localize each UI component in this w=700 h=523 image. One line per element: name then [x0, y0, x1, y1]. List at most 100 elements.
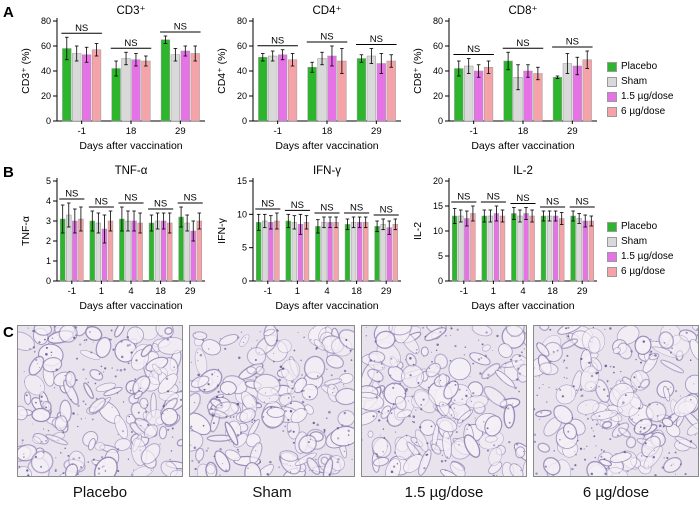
panel-label-b: B	[3, 164, 14, 181]
legend-item-placebo: Placebo	[607, 221, 673, 232]
panel-c: C Placebo Sham 1.5 µg/dose 6 µg/dose	[3, 323, 700, 501]
svg-text:IFN-γ: IFN-γ	[216, 217, 228, 243]
svg-text:IL-2: IL-2	[513, 165, 533, 177]
svg-text:80: 80	[433, 16, 443, 26]
svg-text:Days after vaccination: Days after vaccination	[275, 300, 378, 312]
svg-text:10: 10	[237, 209, 247, 219]
svg-text:NS: NS	[174, 22, 187, 33]
legend-label-placebo: Placebo	[621, 61, 658, 72]
svg-text:NS: NS	[350, 203, 363, 214]
legend-item-6ug: 6 µg/dose	[607, 106, 673, 117]
legend-item-1-5ug: 1.5 µg/dose	[607, 91, 673, 102]
micrograph-caption-1-5ug: 1.5 µg/dose	[404, 484, 484, 501]
svg-text:18: 18	[155, 286, 166, 297]
panel-a-charts: CD3⁺ 0 20 40 60 80 CD3⁺ (%) NS -1 NS 18 NS 29 Days af…	[17, 3, 605, 163]
micrograph-caption-sham: Sham	[252, 484, 292, 501]
svg-text:1: 1	[491, 286, 496, 297]
svg-text:NS: NS	[516, 38, 529, 49]
svg-text:NS: NS	[566, 37, 579, 48]
svg-text:CD3⁺: CD3⁺	[116, 5, 145, 17]
svg-text:3: 3	[46, 216, 51, 226]
svg-text:NS: NS	[546, 197, 559, 208]
micrograph-6ug-image	[533, 325, 699, 477]
legend-label-1-5ug: 1.5 µg/dose	[621, 251, 674, 262]
legend-item-6ug: 6 µg/dose	[607, 266, 673, 277]
legend-swatch-6ug	[607, 266, 617, 277]
svg-text:CD4⁺: CD4⁺	[312, 5, 341, 17]
svg-text:40: 40	[237, 66, 247, 76]
micrograph-1-5ug: 1.5 µg/dose	[361, 325, 527, 501]
svg-text:29: 29	[371, 126, 382, 137]
legend-swatch-1-5ug	[607, 91, 617, 102]
svg-text:NS: NS	[271, 35, 284, 46]
svg-text:NS: NS	[576, 197, 589, 208]
svg-text:Days after vaccination: Days after vaccination	[471, 300, 574, 312]
svg-text:4: 4	[128, 286, 133, 297]
micrograph-placebo: Placebo	[17, 325, 183, 501]
svg-text:80: 80	[237, 16, 247, 26]
svg-text:29: 29	[567, 126, 578, 137]
svg-text:20: 20	[237, 91, 247, 101]
micrograph-caption-placebo: Placebo	[72, 484, 128, 501]
svg-text:NS: NS	[370, 34, 383, 45]
svg-text:60: 60	[433, 41, 443, 51]
micrograph-1-5ug-image	[361, 325, 527, 477]
svg-text:NS: NS	[380, 205, 393, 216]
legend-swatch-sham	[607, 76, 617, 87]
legend-swatch-placebo	[607, 61, 617, 72]
svg-text:CD4⁺ (%): CD4⁺ (%)	[216, 48, 228, 94]
legend-swatch-sham	[607, 236, 617, 247]
svg-text:IFN-γ: IFN-γ	[313, 165, 341, 177]
panel-b-charts: TNF-α 0 1 2 3 4 5 TNF-α NS -1 NS 1 NS 4 NS 18 NS 29 Days a…	[17, 163, 605, 323]
svg-text:80: 80	[41, 16, 51, 26]
svg-text:60: 60	[237, 41, 247, 51]
svg-text:0: 0	[46, 276, 51, 286]
panel-label-a: A	[3, 4, 14, 21]
svg-text:40: 40	[433, 66, 443, 76]
svg-text:NS: NS	[487, 192, 500, 203]
svg-text:NS: NS	[124, 193, 137, 204]
svg-text:NS: NS	[457, 192, 470, 203]
svg-text:1: 1	[295, 286, 300, 297]
panel-b: B TNF-α 0 1 2 3 4 5 TNF-α NS -1 NS 1 NS 4 NS 18 NS 29 Days…	[3, 163, 700, 323]
svg-text:29: 29	[185, 286, 196, 297]
svg-text:NS: NS	[75, 23, 88, 34]
legend-swatch-6ug	[607, 106, 617, 117]
legend-label-6ug: 6 µg/dose	[621, 106, 666, 117]
svg-text:NS: NS	[95, 197, 108, 208]
svg-text:TNF-α: TNF-α	[115, 165, 148, 177]
svg-text:NS: NS	[261, 199, 274, 210]
micrograph-placebo-image	[17, 325, 183, 477]
micrograph-6ug: 6 µg/dose	[533, 325, 699, 501]
micrograph-sham-image	[189, 325, 355, 477]
svg-text:1: 1	[99, 286, 104, 297]
panel-a: A CD3⁺ 0 20 40 60 80 CD3⁺ (%) NS -1 NS 18 NS 29 Days …	[3, 3, 700, 163]
svg-text:NS: NS	[154, 199, 167, 210]
svg-text:NS: NS	[184, 193, 197, 204]
legend-label-sham: Sham	[621, 236, 648, 247]
svg-text:5: 5	[242, 243, 247, 253]
svg-text:15: 15	[237, 176, 247, 186]
svg-text:0: 0	[438, 276, 443, 286]
svg-text:10: 10	[433, 226, 443, 236]
legend-a: Placebo Sham 1.5 µg/dose 6 µg/dose	[607, 61, 673, 117]
chart-cd3: CD3⁺ 0 20 40 60 80 CD3⁺ (%) NS -1 NS 18 NS 29 Days af…	[20, 5, 205, 152]
svg-text:18: 18	[547, 286, 558, 297]
svg-text:20: 20	[433, 91, 443, 101]
legend-label-sham: Sham	[621, 76, 648, 87]
legend-swatch-1-5ug	[607, 251, 617, 262]
svg-text:NS: NS	[467, 44, 480, 55]
svg-text:0: 0	[242, 116, 247, 126]
svg-text:5: 5	[438, 251, 443, 261]
svg-text:20: 20	[433, 176, 443, 186]
svg-text:2: 2	[46, 236, 51, 246]
svg-text:29: 29	[577, 286, 588, 297]
svg-text:Days after vaccination: Days after vaccination	[79, 300, 182, 312]
chart-cd4: CD4⁺ 0 20 40 60 80 CD4⁺ (%) NS -1 NS 18 NS 29 Days af…	[216, 5, 401, 152]
svg-text:18: 18	[126, 126, 137, 137]
svg-text:-1: -1	[77, 126, 85, 137]
legend-item-placebo: Placebo	[607, 61, 673, 72]
legend-b: Placebo Sham 1.5 µg/dose 6 µg/dose	[607, 221, 673, 277]
